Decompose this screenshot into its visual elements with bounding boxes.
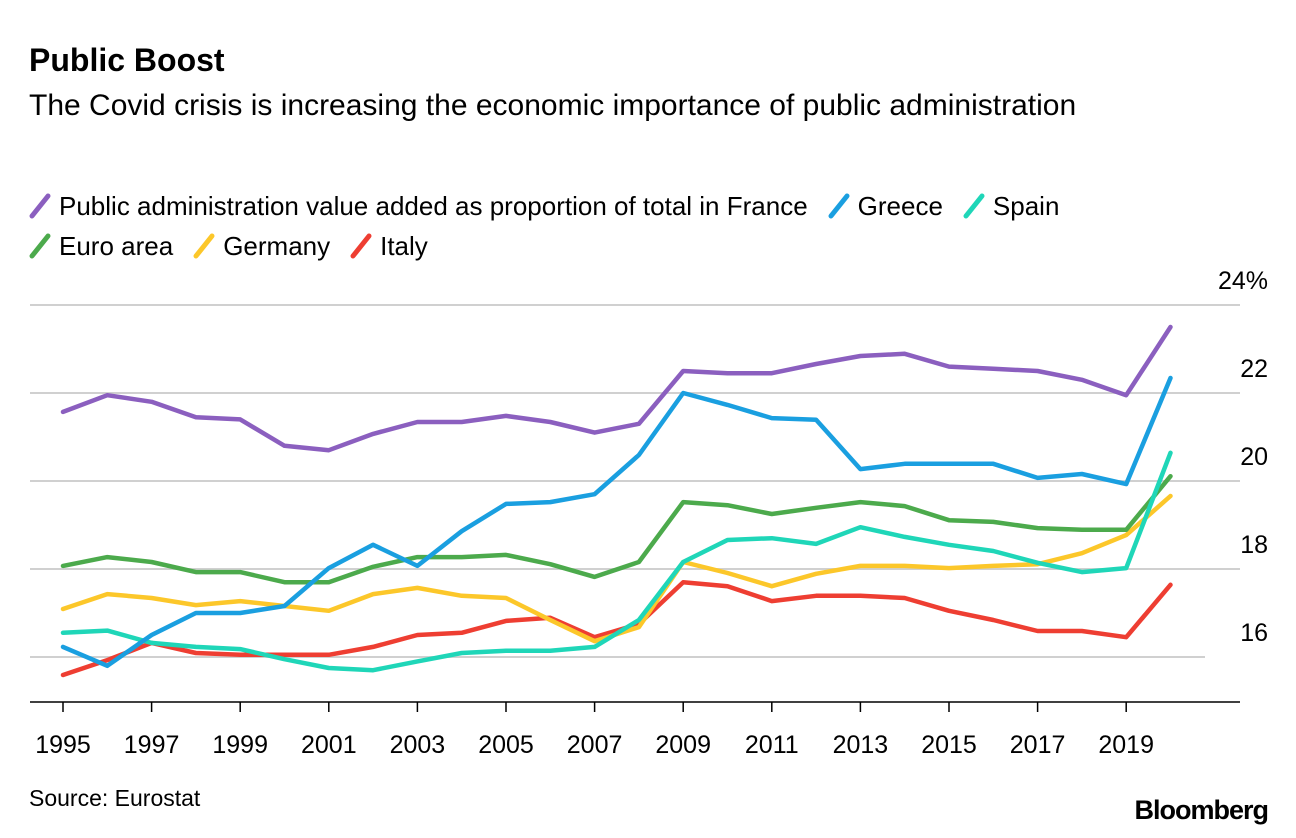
y-tick-label: 22 [1240, 355, 1268, 383]
y-tick-label: 16 [1240, 619, 1268, 647]
chart-subtitle: The Covid crisis is increasing the econo… [29, 89, 1077, 122]
x-tick-label: 2009 [655, 731, 711, 759]
legend-swatch-icon [29, 193, 51, 219]
series-line-public-administration-value-ad [60, 324, 1173, 453]
bloomberg-logo: Bloomberg [1134, 795, 1269, 825]
legend: Public administration value added as pro… [29, 188, 1229, 268]
legend-label: Spain [992, 191, 1060, 221]
legend-swatch-icon [193, 233, 215, 259]
x-tick-label: 2001 [301, 731, 357, 759]
legend-swatch-icon [963, 193, 985, 219]
series-line-euro-area [60, 473, 1173, 585]
y-tick-label: 18 [1240, 531, 1268, 559]
legend-label: Greece [857, 191, 943, 221]
legend-label: Germany [223, 231, 331, 261]
series-line-italy [60, 579, 1173, 678]
chart-title: Public Boost [29, 42, 225, 78]
x-tick-label: 2011 [745, 731, 799, 759]
legend-item: Italy [350, 228, 428, 264]
legend-swatch-icon [29, 233, 51, 259]
legend-item: Euro area [29, 228, 173, 264]
legend-swatch-icon [828, 193, 850, 219]
x-tick-label: 2017 [1010, 731, 1066, 759]
legend-item: Greece [828, 188, 943, 224]
x-tick-label: 2013 [833, 731, 889, 759]
x-tick-label: 2019 [1098, 731, 1154, 759]
x-tick-label: 2005 [478, 731, 534, 759]
legend-item: Spain [963, 188, 1060, 224]
x-tick-label: 2015 [921, 731, 977, 759]
source-note: Source: Eurostat [29, 785, 201, 811]
series-line-spain [60, 450, 1173, 673]
series-line-greece [60, 375, 1173, 669]
legend-item: Public administration value added as pro… [29, 188, 808, 224]
legend-swatch-icon [350, 233, 372, 259]
x-tick-label: 1999 [212, 731, 268, 759]
x-tick-label: 2007 [567, 731, 623, 759]
x-tick-label: 1997 [124, 731, 180, 759]
legend-label: Public administration value added as pro… [59, 191, 808, 221]
x-tick-label: 2003 [390, 731, 446, 759]
legend-label: Italy [380, 231, 428, 261]
y-tick-label: 24% [1218, 267, 1268, 295]
y-tick-label: 20 [1240, 443, 1268, 471]
legend-item: Germany [193, 228, 330, 264]
x-tick-label: 1995 [35, 731, 91, 759]
legend-label: Euro area [59, 231, 174, 261]
